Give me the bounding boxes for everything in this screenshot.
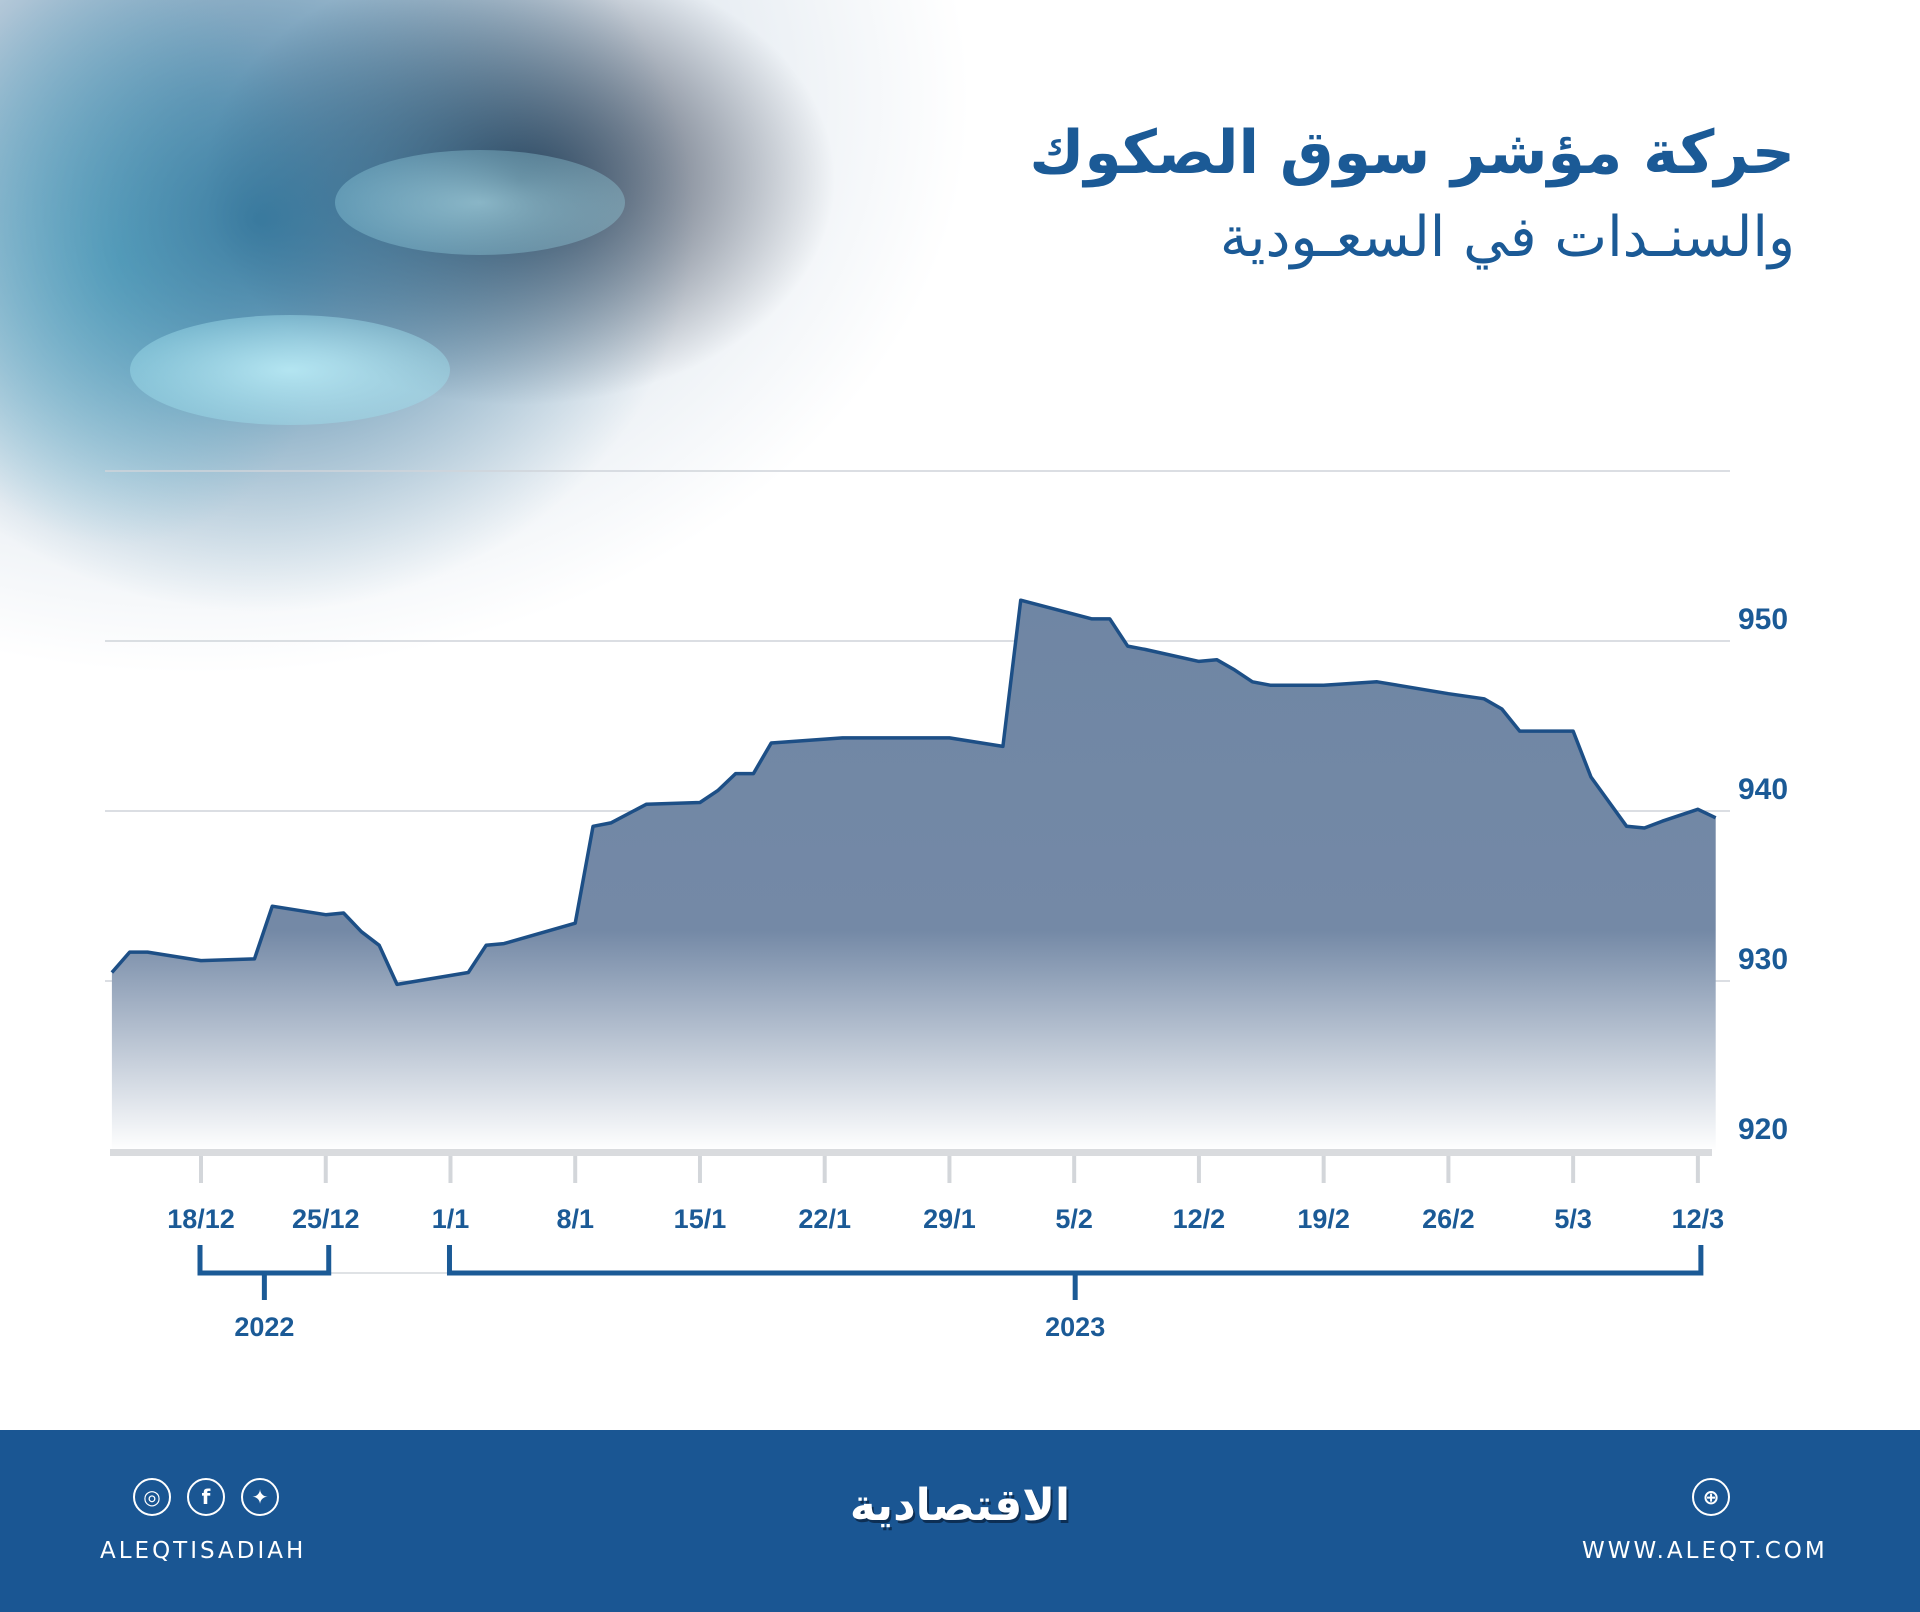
chart: 920 930 940 950 18/12 25/12 1/1 8/1 15/1 22/1 29/…: [105, 470, 1788, 1342]
x-tick-label: 5/3: [1554, 1204, 1592, 1234]
website-link[interactable]: WWW.ALEQT.COM: [1582, 1538, 1828, 1564]
x-tick-label: 12/2: [1173, 1204, 1226, 1234]
footer: ◎ f ✦ ALEQTISADIAH الاقتصادية ⊕ WWW.ALEQ…: [0, 1430, 1920, 1612]
social-handle[interactable]: ALEQTISADIAH: [100, 1538, 307, 1564]
chart-title-line2: والسنـدات في السعـودية: [1219, 205, 1795, 270]
x-tick-label: 8/1: [556, 1204, 594, 1234]
instagram-icon[interactable]: ◎: [133, 1478, 171, 1516]
facebook-icon[interactable]: f: [187, 1478, 225, 1516]
chart-title-line1: حركة مؤشر سوق الصكوك: [1029, 118, 1795, 188]
x-tick-label: 19/2: [1297, 1204, 1350, 1234]
x-axis-line: [110, 1149, 1712, 1156]
y-tick-label: 940: [1738, 773, 1788, 806]
x-tick-label: 18/12: [167, 1204, 235, 1234]
year-bracket: [197, 1245, 332, 1276]
logo: الاقتصادية: [849, 1480, 1071, 1531]
x-tick-label: 29/1: [923, 1204, 976, 1234]
y-tick-label: 950: [1738, 603, 1788, 636]
year-label: 2022: [234, 1312, 294, 1342]
dribbble-icon[interactable]: ⊕: [1692, 1478, 1730, 1516]
x-tick-label: 12/3: [1672, 1204, 1725, 1234]
background-image: [0, 0, 1920, 1430]
x-tick-label: 25/12: [292, 1204, 360, 1234]
year-bracket: [446, 1245, 1704, 1276]
y-tick-label: 930: [1738, 943, 1788, 976]
x-tick-label: 22/1: [798, 1204, 851, 1234]
area-fill: [111, 600, 1716, 1151]
twitter-icon[interactable]: ✦: [241, 1478, 279, 1516]
x-tick-label: 26/2: [1422, 1204, 1475, 1234]
year-label: 2023: [1045, 1312, 1105, 1342]
x-tick-label: 15/1: [674, 1204, 727, 1234]
coin-image: [130, 315, 450, 425]
y-tick-label: 920: [1738, 1113, 1788, 1146]
x-tick-label: 1/1: [432, 1204, 470, 1234]
coin-image: [335, 150, 625, 255]
x-tick-label: 5/2: [1055, 1204, 1093, 1234]
